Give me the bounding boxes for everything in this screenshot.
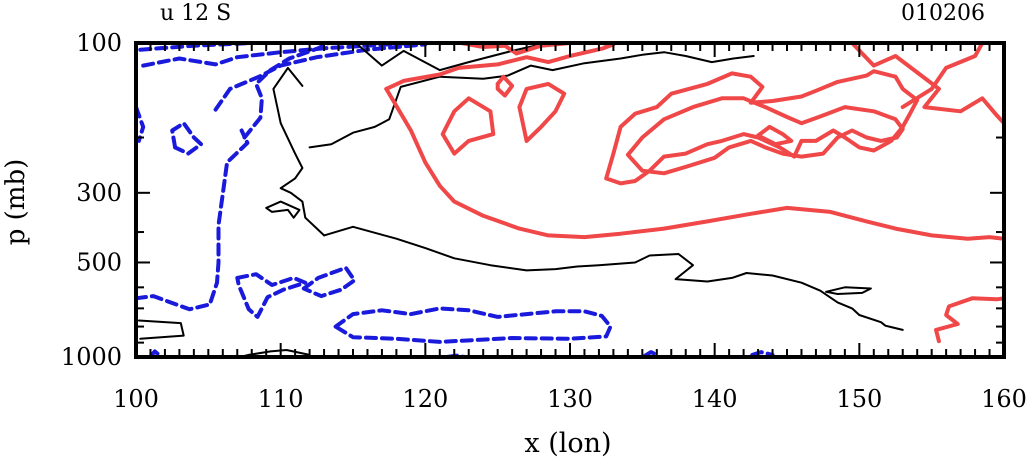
tick-labels: 100 110 120 130 140 150 160 100 300 500 1000 bbox=[61, 29, 1027, 413]
contour-negative-13 bbox=[148, 349, 163, 359]
contour-positive-32 bbox=[495, 74, 515, 98]
y-tick-label: 100 bbox=[76, 29, 122, 57]
y-tick-label: 500 bbox=[76, 248, 122, 276]
y-tick-label: 1000 bbox=[61, 343, 122, 371]
x-tick-label: 150 bbox=[836, 385, 882, 413]
contour-positive-30 bbox=[517, 81, 567, 143]
contour-negative-3 bbox=[242, 41, 331, 140]
contour-positive-31 bbox=[625, 96, 905, 176]
x-tick-label: 110 bbox=[258, 385, 304, 413]
contour-positive-24 bbox=[384, 86, 1006, 241]
contour-positive-27 bbox=[850, 41, 1006, 126]
contour-zero-20 bbox=[825, 286, 872, 295]
contour-negative-4 bbox=[134, 105, 146, 143]
contour-negative-9 bbox=[333, 306, 613, 344]
contour-zero-18 bbox=[323, 225, 904, 331]
contour-negative-8 bbox=[235, 272, 308, 319]
contour-positive-25 bbox=[900, 41, 985, 110]
x-tick-label: 130 bbox=[547, 385, 593, 413]
contour-zero-14 bbox=[137, 319, 185, 340]
contour-negative-5 bbox=[170, 121, 204, 156]
contour-zero-19 bbox=[272, 66, 326, 237]
contour-negative-7 bbox=[301, 265, 357, 299]
plot-frame bbox=[134, 41, 1006, 359]
contour-zero-17 bbox=[308, 51, 755, 149]
x-axis-label: x (lon) bbox=[524, 428, 611, 459]
x-tick-label: 100 bbox=[113, 385, 159, 413]
x-tick-label: 120 bbox=[402, 385, 448, 413]
contour-positive-28 bbox=[604, 69, 920, 186]
contour-positive-26 bbox=[934, 296, 1006, 344]
chart-title: u 12 S bbox=[160, 1, 231, 26]
contour-negative-6 bbox=[134, 128, 250, 312]
contour-zero-15 bbox=[265, 200, 301, 219]
contour-lines bbox=[134, 41, 1006, 359]
date-label: 010206 bbox=[901, 1, 985, 26]
contour-positive-23 bbox=[384, 41, 616, 91]
contour-positive-22 bbox=[459, 41, 572, 56]
x-tick-label: 140 bbox=[692, 385, 738, 413]
y-tick-label: 300 bbox=[76, 179, 122, 207]
y-axis-label: p (mb) bbox=[1, 159, 31, 246]
contour-positive-29 bbox=[440, 96, 496, 156]
contour-positive-33 bbox=[756, 124, 794, 147]
contour-negative-11 bbox=[643, 350, 659, 358]
contour-negative-12 bbox=[750, 350, 775, 357]
x-tick-label: 160 bbox=[981, 385, 1027, 413]
